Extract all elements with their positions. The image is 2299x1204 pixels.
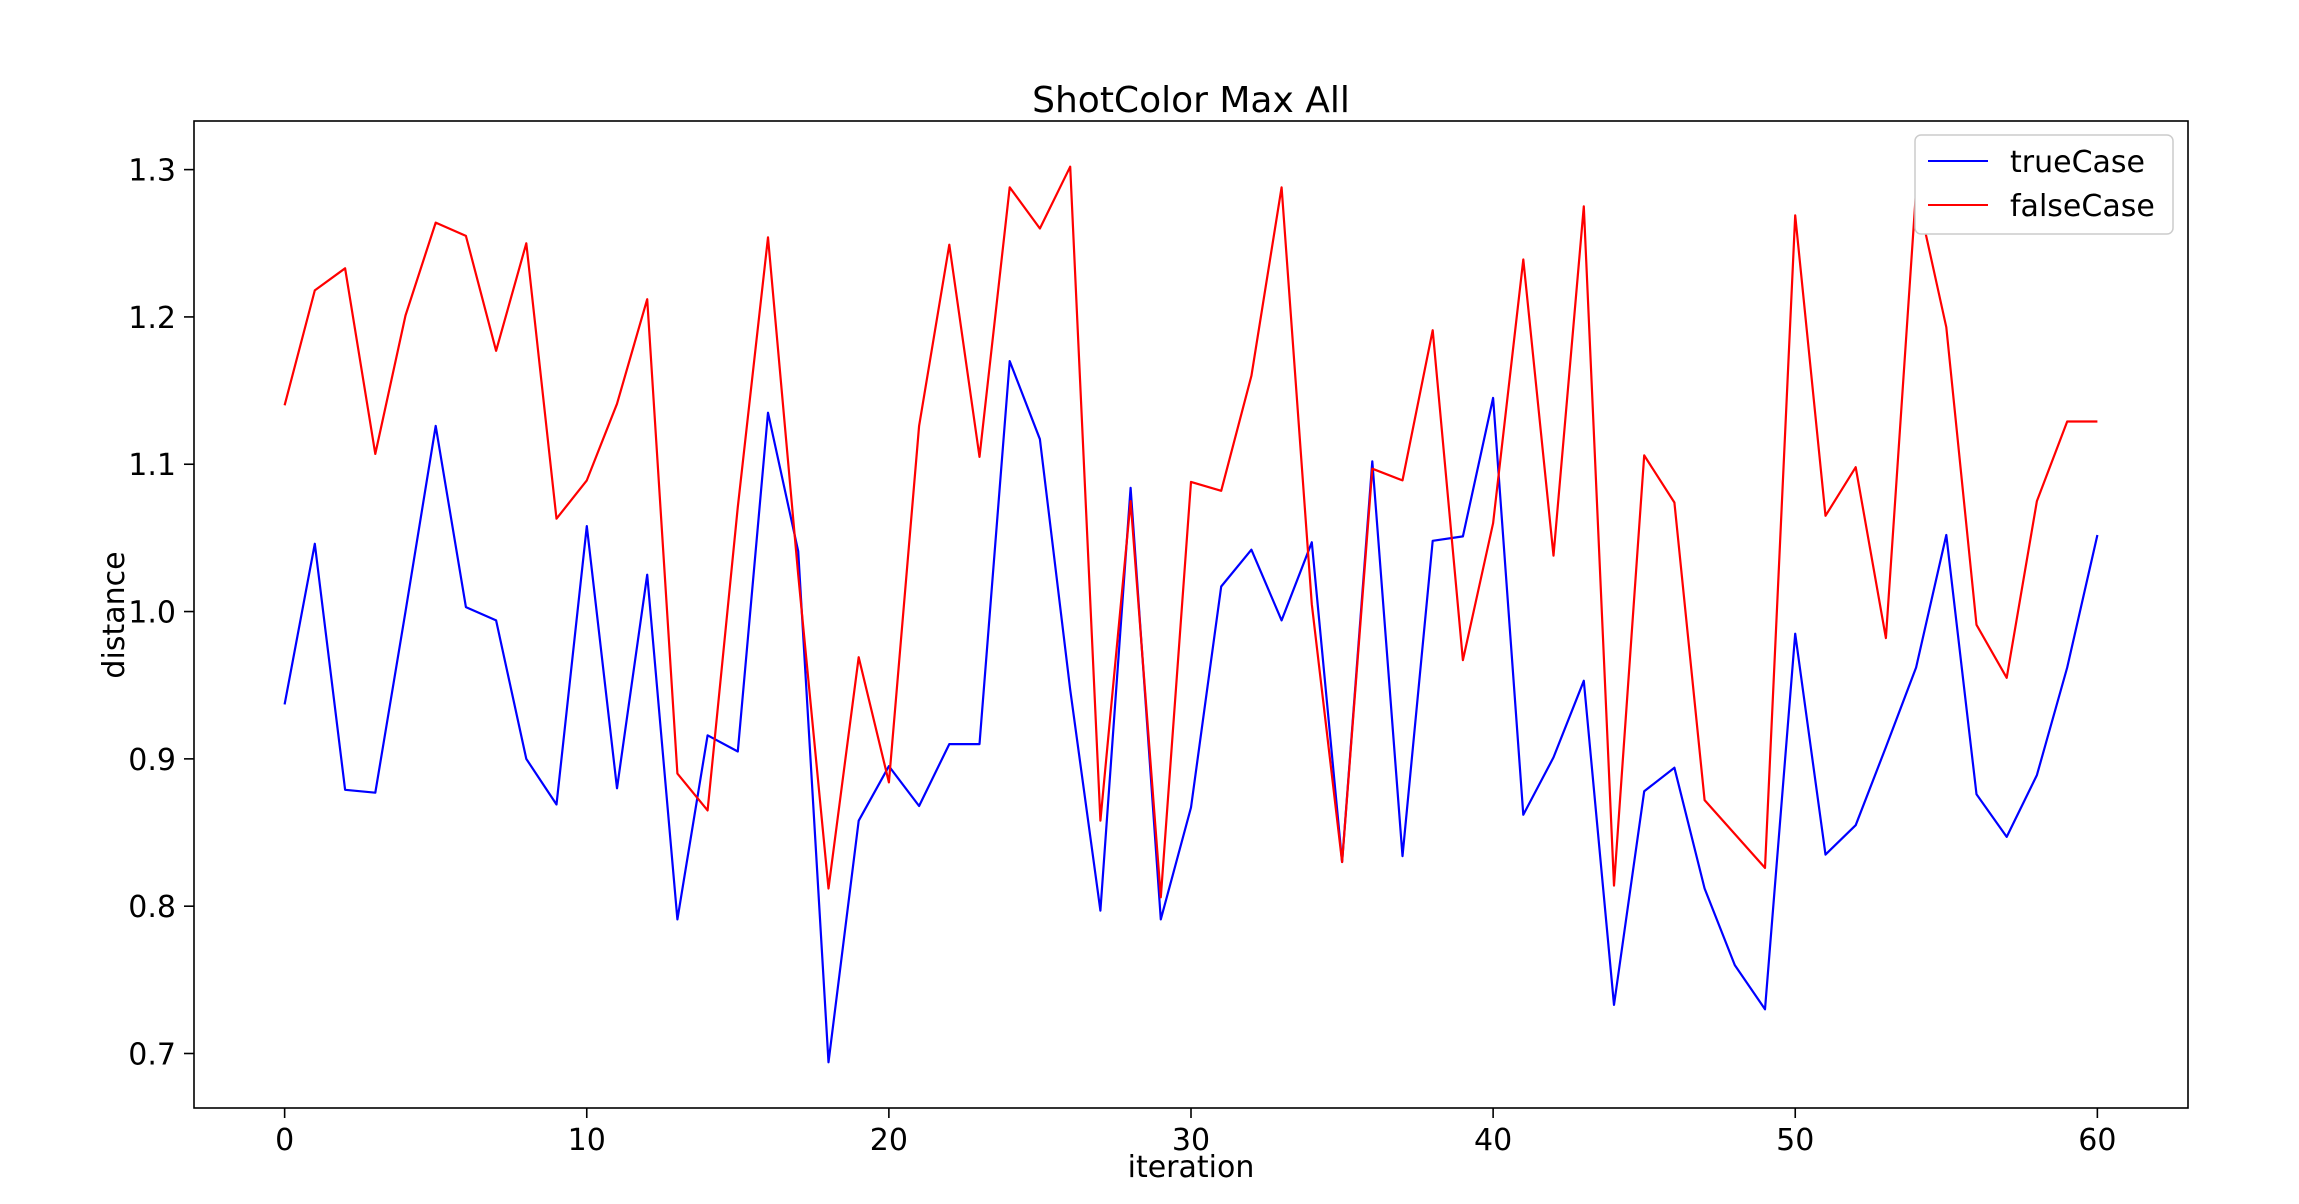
y-tick-label: 1.3 (128, 154, 176, 189)
y-tick-label: 1.2 (128, 301, 176, 336)
x-tick-label: 50 (1776, 1123, 1814, 1158)
y-tick-label: 1.1 (128, 448, 176, 483)
legend-label-truecase: trueCase (2010, 145, 2145, 180)
legend: trueCase falseCase (1914, 134, 2174, 235)
x-tick-label: 30 (1172, 1123, 1210, 1158)
y-tick-label: 0.7 (128, 1037, 176, 1072)
y-axis: 0.7 0.8 0.9 1.0 1.1 1.2 1.3 (128, 154, 194, 1072)
y-tick-label: 0.9 (128, 743, 176, 778)
x-tick-label: 20 (870, 1123, 908, 1158)
legend-frame (1914, 134, 2174, 235)
plot-lines (283, 165, 2099, 1064)
series-line-falsecase (283, 165, 2098, 899)
y-axis-label: distance (97, 551, 132, 678)
x-tick-label: 40 (1474, 1123, 1512, 1158)
x-tick-label: 60 (2078, 1123, 2116, 1158)
x-axis: 0 10 20 30 40 50 60 (275, 1108, 2116, 1158)
x-axis-label: iteration (1128, 1150, 1255, 1185)
y-tick-label: 0.8 (128, 890, 176, 925)
x-tick-label: 10 (568, 1123, 606, 1158)
chart-title: ShotColor Max All (1032, 80, 1350, 121)
series-line-truecase (283, 360, 2099, 1064)
legend-label-falsecase: falseCase (2010, 189, 2155, 224)
plot-frame (193, 120, 2189, 1109)
y-tick-label: 1.0 (128, 596, 176, 631)
x-tick-label: 0 (275, 1123, 294, 1158)
